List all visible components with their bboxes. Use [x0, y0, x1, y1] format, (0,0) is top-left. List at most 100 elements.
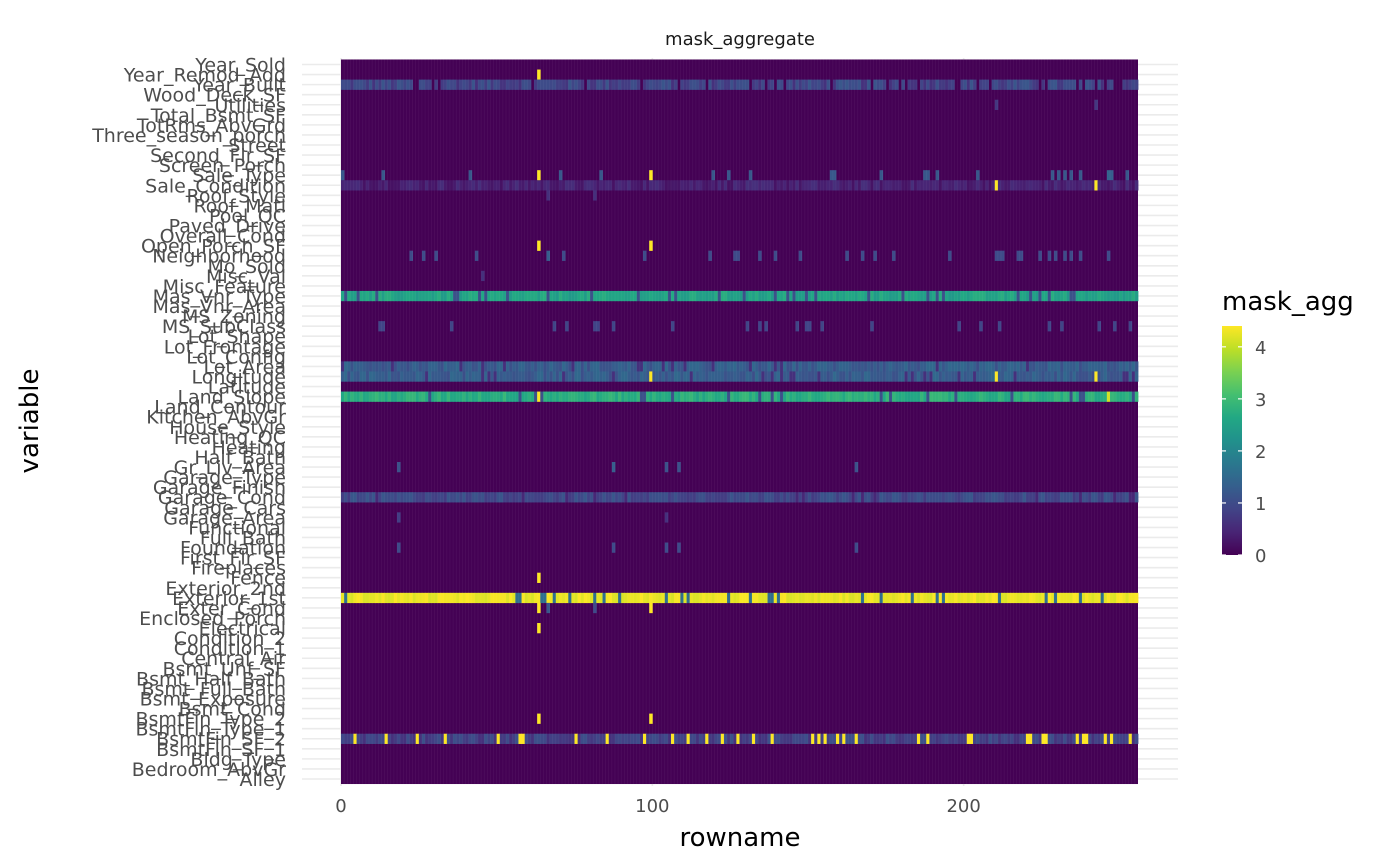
heatmap-cell: [397, 512, 401, 523]
heatmap-cell: [506, 180, 510, 191]
heatmap-cell: [969, 180, 974, 191]
y-tick-label: BsmtFin_Type_2: [136, 709, 287, 731]
heatmap-cell: [789, 391, 793, 402]
heatmap-cell: [720, 733, 725, 744]
heatmap-cell: [565, 180, 569, 191]
heatmap-background: [341, 59, 1138, 785]
heatmap-cell: [680, 391, 684, 402]
heatmap-cell: [552, 371, 557, 382]
heatmap-cell: [393, 733, 398, 744]
heatmap-cell: [602, 492, 607, 503]
heatmap-cell: [1085, 371, 1089, 382]
heatmap-cell: [347, 592, 351, 604]
heatmap-cell: [456, 391, 460, 402]
heatmap-cell: [1085, 391, 1089, 402]
heatmap-cell: [873, 79, 877, 90]
heatmap-cell: [649, 371, 653, 382]
heatmap-cell: [403, 79, 407, 90]
y-tick-label: Bsmt_Exposure: [140, 688, 286, 710]
heatmap-cell: [767, 492, 772, 503]
heatmap-cell: [842, 371, 846, 382]
heatmap-cell: [1113, 361, 1117, 372]
heatmap-cell: [755, 492, 759, 503]
heatmap-cell: [459, 391, 463, 402]
heatmap-cell: [1075, 180, 1080, 191]
heatmap-cell: [736, 361, 740, 372]
heatmap-cell: [344, 180, 348, 191]
heatmap-cell: [586, 492, 591, 503]
heatmap-cell: [586, 371, 591, 382]
heatmap-cell: [988, 492, 993, 503]
y-tick-label: Sale_Type: [192, 165, 286, 187]
heatmap-cell: [499, 79, 504, 90]
legend-tick-label: 2: [1255, 442, 1266, 463]
heatmap-cell: [390, 290, 395, 302]
heatmap-cell: [714, 180, 719, 191]
heatmap-cell: [546, 391, 550, 402]
heatmap-cell: [854, 290, 859, 302]
heatmap-cell: [540, 79, 544, 90]
heatmap-cell: [418, 180, 423, 191]
heatmap-cell: [636, 180, 641, 191]
heatmap-cell: [537, 79, 541, 90]
heatmap-cell: [658, 361, 663, 372]
heatmap-cell: [680, 592, 684, 604]
heatmap-cell: [537, 492, 541, 503]
heatmap-cell: [353, 79, 357, 90]
heatmap-cell: [655, 492, 659, 503]
heatmap-cell: [776, 79, 781, 90]
heatmap-cell: [630, 391, 635, 402]
heatmap-cell: [1047, 180, 1052, 191]
heatmap-cell: [773, 592, 778, 604]
heatmap-cell: [783, 361, 787, 372]
y-tick-label: Garage_Cond: [158, 487, 286, 509]
heatmap-cell: [876, 592, 880, 604]
heatmap-cell: [552, 180, 557, 191]
heatmap-cell: [944, 290, 949, 302]
heatmap-cell: [845, 391, 849, 402]
heatmap-cell: [409, 492, 413, 503]
heatmap-cell: [1050, 170, 1055, 181]
heatmap-cell: [720, 180, 725, 191]
heatmap-cell: [976, 391, 980, 402]
heatmap-cell: [680, 290, 684, 302]
heatmap-cell: [546, 190, 550, 201]
heatmap-cell: [804, 391, 809, 402]
heatmap-cell: [540, 361, 544, 372]
heatmap-cell: [568, 79, 572, 90]
heatmap-cell: [755, 371, 759, 382]
heatmap-cell: [571, 371, 575, 382]
heatmap-cell: [1100, 290, 1105, 302]
heatmap-cell: [836, 733, 840, 744]
heatmap-cell: [751, 391, 756, 402]
heatmap-cell: [776, 361, 781, 372]
heatmap-cell: [453, 180, 457, 191]
heatmap-cell: [895, 733, 899, 744]
heatmap-cell: [481, 290, 485, 302]
heatmap-cell: [1134, 290, 1139, 302]
heatmap-cell: [359, 361, 364, 372]
heatmap-cell: [1025, 180, 1030, 191]
heatmap-cell: [845, 492, 849, 503]
heatmap-cell: [558, 492, 563, 503]
heatmap-cell: [1109, 290, 1114, 302]
heatmap-cell: [1081, 391, 1086, 402]
heatmap-cell: [842, 79, 846, 90]
heatmap-cell: [387, 180, 392, 191]
heatmap-cell: [621, 180, 625, 191]
y-tick-label: Lot_Frontage: [164, 336, 286, 358]
heatmap-cell: [477, 79, 482, 90]
heatmap-cell: [1053, 371, 1058, 382]
heatmap-cell: [611, 733, 616, 744]
heatmap-cell: [515, 290, 519, 302]
heatmap-cell: [453, 733, 457, 744]
heatmap-cell: [590, 290, 594, 302]
heatmap-cell: [537, 572, 541, 583]
heatmap-cell: [1044, 371, 1049, 382]
heatmap-cell: [397, 391, 401, 402]
heatmap-cell: [920, 492, 924, 503]
heatmap-cell: [449, 391, 454, 402]
heatmap-cell: [664, 180, 669, 191]
heatmap-cell: [356, 592, 361, 604]
heatmap-cell: [801, 290, 806, 302]
